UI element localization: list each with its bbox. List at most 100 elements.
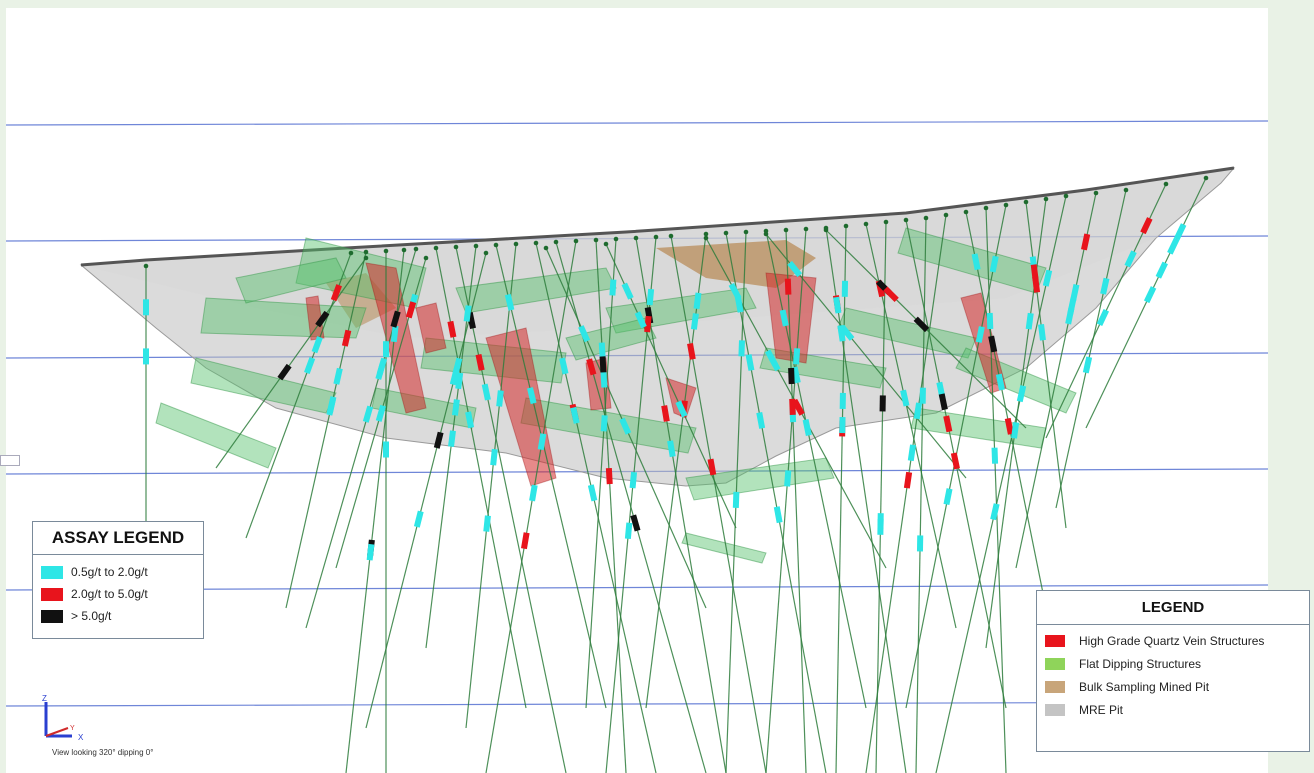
assay-interval	[451, 399, 460, 416]
legend-label-mre-pit: MRE Pit	[1079, 702, 1124, 717]
drillhole-trace	[985, 207, 1007, 773]
side-panel-tab[interactable]	[0, 455, 20, 466]
assay-interval	[383, 441, 389, 458]
drillhole-collars	[143, 175, 1209, 269]
assay-interval	[877, 513, 884, 530]
drillhole-trace	[670, 235, 767, 773]
flat-structure-slab	[235, 257, 347, 304]
assay-interval	[879, 395, 886, 412]
assay-interval	[793, 348, 801, 365]
flat-structure-slab	[837, 307, 977, 359]
drillhole-collar	[963, 209, 969, 215]
drillhole-collar	[843, 223, 849, 229]
assay-interval	[333, 367, 343, 385]
legend-item-flat-dipping: Flat Dipping Structures	[1045, 652, 1309, 675]
assay-interval	[693, 292, 702, 310]
drillhole-collar	[943, 212, 949, 218]
assay-interval	[621, 282, 634, 300]
assay-interval	[448, 430, 456, 448]
assay-swatch-low	[41, 565, 63, 579]
assay-interval	[787, 260, 803, 278]
assay-interval	[773, 506, 783, 524]
pit-crest-outline	[80, 166, 1235, 267]
drillhole-trace	[365, 252, 487, 729]
assay-interval	[765, 349, 778, 367]
assay-interval	[971, 253, 981, 271]
drillhole-collar	[803, 226, 809, 232]
assay-interval	[311, 336, 323, 354]
drillhole-trace	[585, 238, 617, 709]
assay-interval	[609, 279, 617, 296]
assay-swatch-high	[41, 609, 63, 623]
assay-interval	[919, 387, 926, 404]
drillhole-trace	[535, 242, 657, 773]
drillhole-collar	[863, 221, 869, 227]
assay-interval	[277, 363, 292, 381]
assay-interval	[995, 373, 1005, 391]
assay-interval	[900, 389, 910, 407]
assay-interval	[624, 522, 633, 540]
axis-x-label: X	[78, 733, 84, 742]
assay-interval	[779, 309, 789, 327]
assay-interval	[330, 284, 342, 302]
assay-interval	[315, 310, 330, 328]
legend-label-quartz-vein: High Grade Quartz Vein Structures	[1079, 633, 1265, 648]
assay-interval	[1124, 250, 1137, 268]
drillhole-collar	[613, 236, 619, 242]
assay-interval	[728, 282, 742, 300]
drillhole-collar	[883, 219, 889, 225]
assay-legend-title: ASSAY LEGEND	[33, 522, 203, 555]
drillhole-trace	[465, 243, 517, 729]
assay-interval	[833, 296, 842, 314]
assay-interval	[587, 484, 598, 502]
assay-interval	[375, 404, 387, 422]
assay-interval	[598, 342, 606, 359]
drillhole-trace	[915, 217, 927, 773]
drillhole-trace	[245, 252, 352, 539]
assay-interval	[646, 288, 655, 306]
drillhole-collar	[453, 244, 459, 250]
assay-interval	[839, 324, 855, 341]
assay-interval	[738, 340, 745, 357]
assay-interval	[1100, 277, 1110, 295]
quartz-vein-plane	[305, 295, 325, 341]
assay-legend-item-high: > 5.0g/t	[41, 605, 203, 627]
drillhole-trace	[1085, 177, 1207, 429]
assay-swatch-mid	[41, 587, 63, 601]
drillhole-trace	[965, 211, 1047, 609]
drillhole-collar	[633, 235, 639, 241]
assay-label-low: 0.5g/t to 2.0g/t	[71, 565, 148, 579]
drillhole-collar	[363, 255, 369, 261]
assay-interval	[481, 383, 491, 401]
assay-interval	[1155, 261, 1168, 279]
assay-interval	[675, 400, 688, 418]
drillhole-collar	[653, 234, 659, 240]
drillhole-trace	[215, 257, 367, 469]
drillhole-collar	[483, 250, 489, 256]
assay-interval	[433, 431, 444, 449]
drillhole-collar	[363, 249, 369, 255]
assay-label-mid: 2.0g/t to 5.0g/t	[71, 587, 148, 601]
section-view-scene	[6, 120, 1268, 773]
assay-interval	[839, 417, 846, 434]
assay-interval	[1065, 307, 1075, 325]
drillhole-trace	[835, 225, 847, 773]
assay-interval	[449, 368, 460, 386]
drillhole-collar	[703, 231, 709, 237]
assay-interval	[578, 325, 591, 343]
drillhole-collar	[983, 205, 989, 211]
drillhole-collar	[1043, 196, 1049, 202]
drillhole-collar	[533, 240, 539, 246]
assay-interval	[667, 440, 676, 458]
3d-section-viewport[interactable]	[6, 8, 1268, 773]
assay-interval	[390, 325, 399, 343]
drillhole-collar	[668, 233, 674, 239]
assay-interval	[687, 343, 696, 360]
drillhole-trace	[1055, 189, 1127, 509]
assay-interval	[988, 335, 998, 353]
assay-interval	[570, 406, 580, 424]
assay-label-high: > 5.0g/t	[71, 609, 112, 623]
assay-interval	[690, 313, 699, 330]
assay-legend-item-low: 0.5g/t to 2.0g/t	[41, 561, 203, 583]
axis-y-label: Y	[70, 725, 75, 732]
